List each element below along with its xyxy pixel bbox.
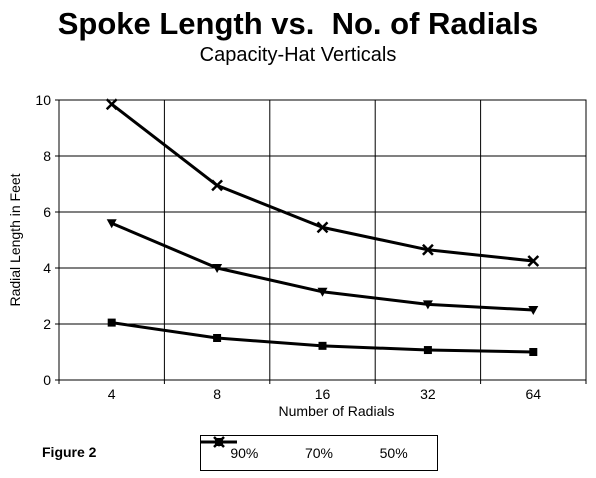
chart-legend: 90% 70% 50%: [200, 435, 438, 471]
x-tick-label: 4: [108, 386, 116, 402]
legend-label: 70%: [304, 445, 333, 461]
series-2: [105, 98, 540, 267]
y-tick-label: 0: [43, 372, 51, 388]
legend-swatch: [201, 436, 237, 448]
x-tick-label: 32: [420, 386, 436, 402]
series-1: [106, 219, 539, 315]
x-tick-label: 16: [315, 386, 331, 402]
data-point: [317, 287, 328, 297]
y-tick-label: 2: [43, 316, 51, 332]
y-tick-label: 6: [43, 204, 51, 220]
series-0: [107, 318, 538, 356]
data-point: [318, 341, 327, 350]
data-point: [422, 243, 434, 256]
data-point: [422, 300, 433, 310]
x-tick-label: 64: [526, 386, 542, 402]
data-point: [423, 346, 432, 355]
y-tick-label: 10: [35, 92, 51, 108]
plot-area: [58, 99, 587, 381]
data-point: [105, 98, 118, 111]
chart-subtitle: Capacity-Hat Verticals: [199, 44, 397, 66]
y-axis-label: Radial Length in Feet: [7, 173, 23, 306]
legend-item: 50%: [201, 436, 408, 461]
line-chart: 0 2 4 6 8 10 4 8 16 32 64 Number of Radials Radial L…: [7, 92, 587, 419]
y-tick-label: 8: [43, 148, 51, 164]
figure-label: Figure 2: [42, 444, 97, 460]
legend-marker: [213, 436, 225, 448]
chart-title: Spoke Length vs. No. of Radials: [57, 6, 539, 41]
data-point: [212, 264, 223, 273]
data-point: [316, 221, 329, 234]
data-point: [527, 255, 540, 267]
x-tick-label: 8: [213, 386, 221, 402]
y-tick-label: 4: [43, 260, 51, 276]
data-point: [107, 318, 116, 327]
data-point: [529, 348, 538, 356]
data-point: [213, 334, 222, 342]
legend-label: 90%: [230, 445, 259, 461]
x-axis-label: Number of Radials: [279, 403, 395, 419]
legend-label: 50%: [379, 445, 408, 461]
legend-item: 70%: [201, 438, 333, 461]
data-point: [528, 306, 539, 315]
data-point: [211, 179, 223, 192]
data-point: [106, 219, 117, 229]
